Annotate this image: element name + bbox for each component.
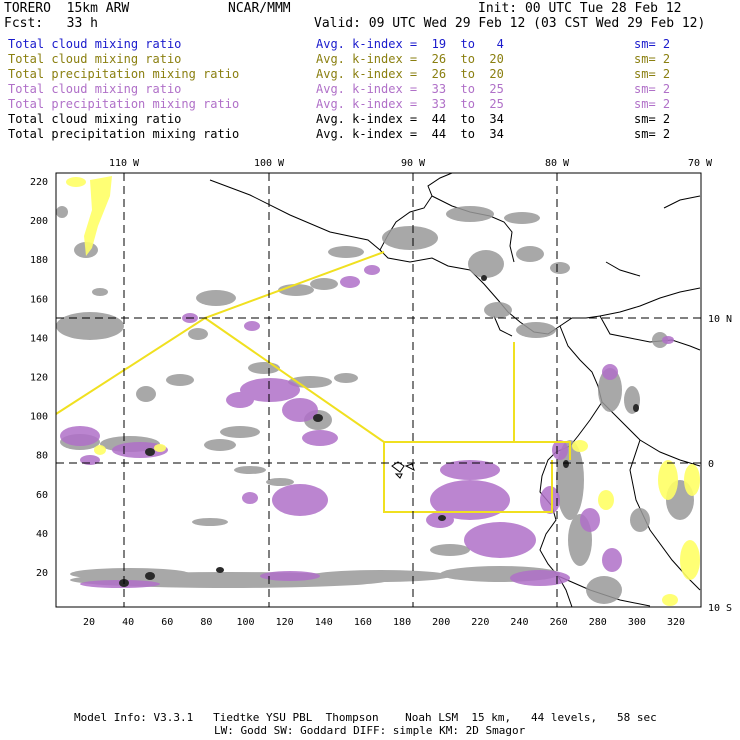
y-tick-labels: 220 200 180 160 140 120 100 80 60 40 20 xyxy=(30,177,48,579)
legend-field: Total cloud mixing ratio xyxy=(8,37,182,51)
lon-label: 90 W xyxy=(401,158,426,169)
y-tick-label: 120 xyxy=(30,373,48,384)
x-tick-label: 140 xyxy=(315,617,333,628)
legend-smoothing: sm= 2 xyxy=(634,127,671,141)
legend-field: Total precipitation mixing ratio xyxy=(8,97,240,111)
legend-kindex: Avg. k-index = 44 to 34 xyxy=(316,112,504,126)
x-tick-label: 300 xyxy=(628,617,646,628)
legend-field: Total cloud mixing ratio xyxy=(8,52,182,66)
legend-kindex: Avg. k-index = 33 to 25 xyxy=(316,97,504,111)
forecast-hour: Fcst: 33 h xyxy=(4,16,98,31)
x-tick-label: 20 xyxy=(83,617,95,628)
legend-kindex: Avg. k-index = 19 to 4 xyxy=(316,37,504,51)
x-tick-label: 240 xyxy=(510,617,528,628)
y-tick-label: 220 xyxy=(30,177,48,188)
x-tick-label: 200 xyxy=(432,617,450,628)
lat-label: 10 N xyxy=(708,314,732,325)
y-tick-label: 60 xyxy=(36,490,48,501)
lon-label: 100 W xyxy=(254,158,285,169)
legend-smoothing: sm= 2 xyxy=(634,97,671,111)
x-tick-labels: 20 40 60 80 100 120 140 160 180 200 220 240 260 280 30… xyxy=(83,617,685,628)
y-tick-label: 140 xyxy=(30,333,48,344)
latitude-labels: 10 N 0 10 S xyxy=(708,314,732,614)
legend-field: Total precipitation mixing ratio xyxy=(8,67,240,81)
y-tick-label: 100 xyxy=(30,412,48,423)
legend-smoothing: sm= 2 xyxy=(634,67,671,81)
legend-smoothing: sm= 2 xyxy=(634,37,671,51)
forecast-map: 110 W 100 W 90 W 80 W 70 W xyxy=(30,158,732,628)
y-tick-label: 180 xyxy=(30,255,48,266)
legend-smoothing: sm= 2 xyxy=(634,112,671,126)
init-time: Init: 00 UTC Tue 28 Feb 12 xyxy=(478,1,682,16)
x-tick-label: 280 xyxy=(589,617,607,628)
y-tick-label: 40 xyxy=(36,529,48,540)
y-tick-label: 80 xyxy=(36,451,48,462)
lon-label: 80 W xyxy=(545,158,570,169)
lat-label: 0 xyxy=(708,459,714,470)
x-tick-label: 320 xyxy=(667,617,685,628)
x-tick-label: 100 xyxy=(237,617,255,628)
legend-field: Total precipitation mixing ratio xyxy=(8,127,240,141)
lat-lon-grid xyxy=(56,173,701,607)
model-title: TORERO 15km ARW xyxy=(4,1,130,16)
x-tick-label: 260 xyxy=(550,617,568,628)
map-frame xyxy=(55,172,702,608)
organization-label: NCAR/MMM xyxy=(228,1,291,16)
y-tick-label: 200 xyxy=(30,216,48,227)
y-tick-label: 20 xyxy=(36,568,48,579)
lon-label: 110 W xyxy=(109,158,140,169)
x-tick-label: 180 xyxy=(393,617,411,628)
legend-field: Total cloud mixing ratio xyxy=(8,112,182,126)
x-tick-label: 60 xyxy=(161,617,173,628)
model-info-line: Model Info: V3.3.1 Tiedtke YSU PBL Thomp… xyxy=(74,711,657,724)
legend-field: Total cloud mixing ratio xyxy=(8,82,182,96)
legend-smoothing: sm= 2 xyxy=(634,82,671,96)
legend-smoothing: sm= 2 xyxy=(634,52,671,66)
x-tick-label: 40 xyxy=(122,617,134,628)
lat-label: 10 S xyxy=(708,603,732,614)
longitude-labels: 110 W 100 W 90 W 80 W 70 W xyxy=(109,158,713,169)
x-tick-label: 220 xyxy=(471,617,489,628)
x-tick-label: 80 xyxy=(200,617,212,628)
valid-time: Valid: 09 UTC Wed 29 Feb 12 (03 CST Wed … xyxy=(314,16,706,31)
x-tick-label: 120 xyxy=(276,617,294,628)
precip-violet-patches xyxy=(60,265,674,588)
y-tick-label: 160 xyxy=(30,294,48,305)
legend-kindex: Avg. k-index = 26 to 20 xyxy=(316,67,504,81)
legend-kindex: Avg. k-index = 33 to 25 xyxy=(316,82,504,96)
convective-cores xyxy=(119,275,639,587)
legend-kindex: Avg. k-index = 26 to 20 xyxy=(316,52,504,66)
lon-label: 70 W xyxy=(688,158,713,169)
legend-kindex: Avg. k-index = 44 to 34 xyxy=(316,127,504,141)
physics-info-line: LW: Godd SW: Goddard DIFF: simple KM: 2D… xyxy=(214,724,526,737)
x-tick-label: 160 xyxy=(354,617,372,628)
cloud-yellow-patches xyxy=(66,176,700,606)
